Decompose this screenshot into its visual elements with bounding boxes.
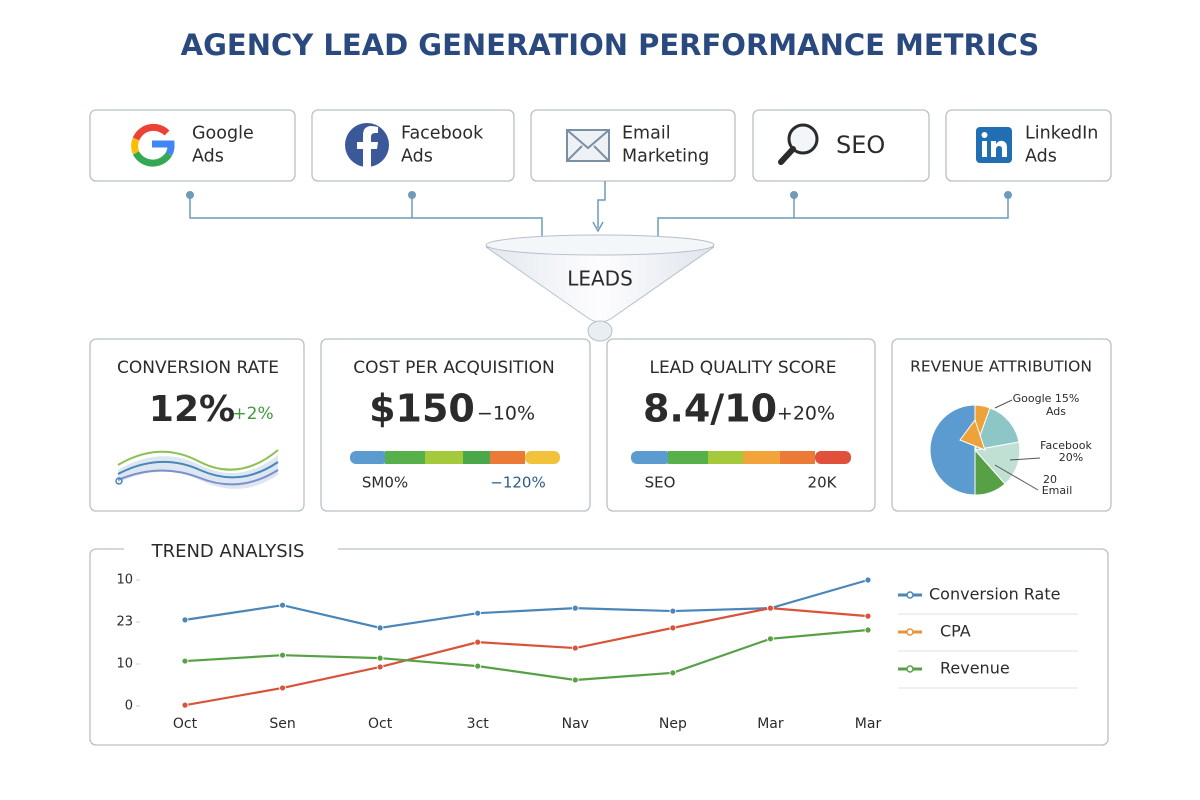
chart-title: TREND ANALYSIS (151, 541, 305, 562)
legend-label: Conversion Rate (929, 585, 1060, 604)
title-gap (124, 540, 338, 560)
data-point (181, 701, 189, 709)
x-tick-label: Oct (173, 716, 198, 732)
funnel-label: LEADS (567, 267, 633, 291)
facebook-icon (345, 123, 389, 167)
scale-label: SM0% (362, 474, 408, 492)
data-point (864, 576, 872, 584)
pie-label: 20% (1059, 451, 1083, 464)
scale-label: −120% (490, 474, 545, 492)
source-label: Marketing (622, 147, 709, 167)
kpi-title: COST PER ACQUISITION (353, 358, 554, 378)
kpi-value: 12% (149, 389, 235, 430)
series-line (184, 607, 869, 707)
data-point (181, 657, 189, 665)
data-point (474, 609, 482, 617)
x-tick-label: Nep (659, 716, 687, 732)
data-point (571, 604, 579, 612)
source-label: Email (622, 124, 671, 144)
legend-label: CPA (940, 622, 971, 641)
email-icon (566, 129, 610, 162)
scale-label: SEO (645, 474, 676, 492)
data-point (279, 684, 286, 692)
x-tick-label: Mar (855, 716, 882, 732)
pie-label: Facebook (1040, 439, 1092, 452)
x-tick-label: Nav (562, 716, 589, 732)
source-label: LinkedIn (1025, 124, 1098, 144)
kpi-change: +2% (232, 404, 273, 424)
pie-leaders (994, 399, 1041, 491)
legend-dot (906, 628, 914, 636)
data-point (669, 607, 677, 615)
data-point (474, 638, 482, 646)
source-box (945, 109, 1112, 182)
data-point (669, 624, 677, 632)
source-box (311, 109, 515, 182)
trend-box (89, 548, 1109, 746)
google-icon (131, 123, 175, 167)
legend-dot (906, 591, 914, 599)
y-tick-label: 10 (116, 657, 133, 672)
y-tick-label: 10 (116, 573, 133, 588)
gradient-scale (631, 451, 851, 464)
source-label: SEO (836, 131, 885, 159)
kpi-title: LEAD QUALITY SCORE (649, 358, 836, 378)
page-title: AGENCY LEAD GENERATION PERFORMANCE METRI… (181, 28, 1040, 62)
data-point (571, 676, 579, 684)
linkedin-icon (976, 127, 1012, 163)
sparkline (115, 449, 279, 489)
data-point (474, 662, 482, 670)
y-tick-label: 0 (125, 699, 133, 714)
gradient-scale (350, 451, 560, 464)
data-point (864, 612, 872, 620)
kpi-change: +20% (777, 403, 835, 425)
legend-label: Revenue (940, 659, 1010, 678)
legend-dot (906, 665, 914, 673)
pie (929, 404, 1021, 496)
source-box (530, 109, 736, 182)
series-line (184, 578, 869, 629)
data-point (279, 601, 286, 609)
source-box (89, 109, 296, 182)
x-tick-label: 3ct (467, 716, 490, 732)
source-label: Ads (192, 147, 224, 167)
data-point (571, 644, 579, 652)
data-point (376, 624, 384, 632)
data-point (864, 626, 872, 634)
data-point (376, 654, 384, 662)
data-point (181, 616, 189, 624)
pie-label: Email (1042, 484, 1073, 497)
x-tick-label: Sen (269, 716, 295, 732)
kpi-card (320, 338, 591, 512)
data-point (279, 651, 286, 659)
source-label: Ads (401, 147, 433, 167)
pie-label: 20 (1043, 473, 1057, 486)
kpi-card (606, 338, 876, 512)
x-tick-label: Oct (368, 716, 393, 732)
data-point (669, 669, 677, 677)
data-point (767, 604, 774, 612)
kpi-value: $150 (369, 387, 475, 431)
pie-label: Google 15% (1013, 392, 1080, 405)
pie-label: Ads (1046, 405, 1066, 418)
data-point (767, 635, 774, 643)
data-point (376, 663, 384, 671)
source-label: Ads (1025, 147, 1057, 167)
kpi-change: −10% (477, 403, 535, 425)
source-label: Google (192, 124, 254, 144)
source-label: Facebook (401, 124, 484, 144)
search-icon (778, 123, 819, 165)
kpi-value: 8.4/10 (643, 387, 777, 431)
y-tick-label: 23 (116, 615, 133, 630)
kpi-title: REVENUE ATTRIBUTION (910, 358, 1092, 376)
connectors (186, 181, 1012, 236)
x-tick-label: Mar (757, 716, 784, 732)
kpi-title: CONVERSION RATE (117, 358, 279, 378)
scale-label: 20K (808, 474, 838, 492)
series-line (184, 628, 869, 682)
funnel: LEADS (485, 234, 715, 342)
